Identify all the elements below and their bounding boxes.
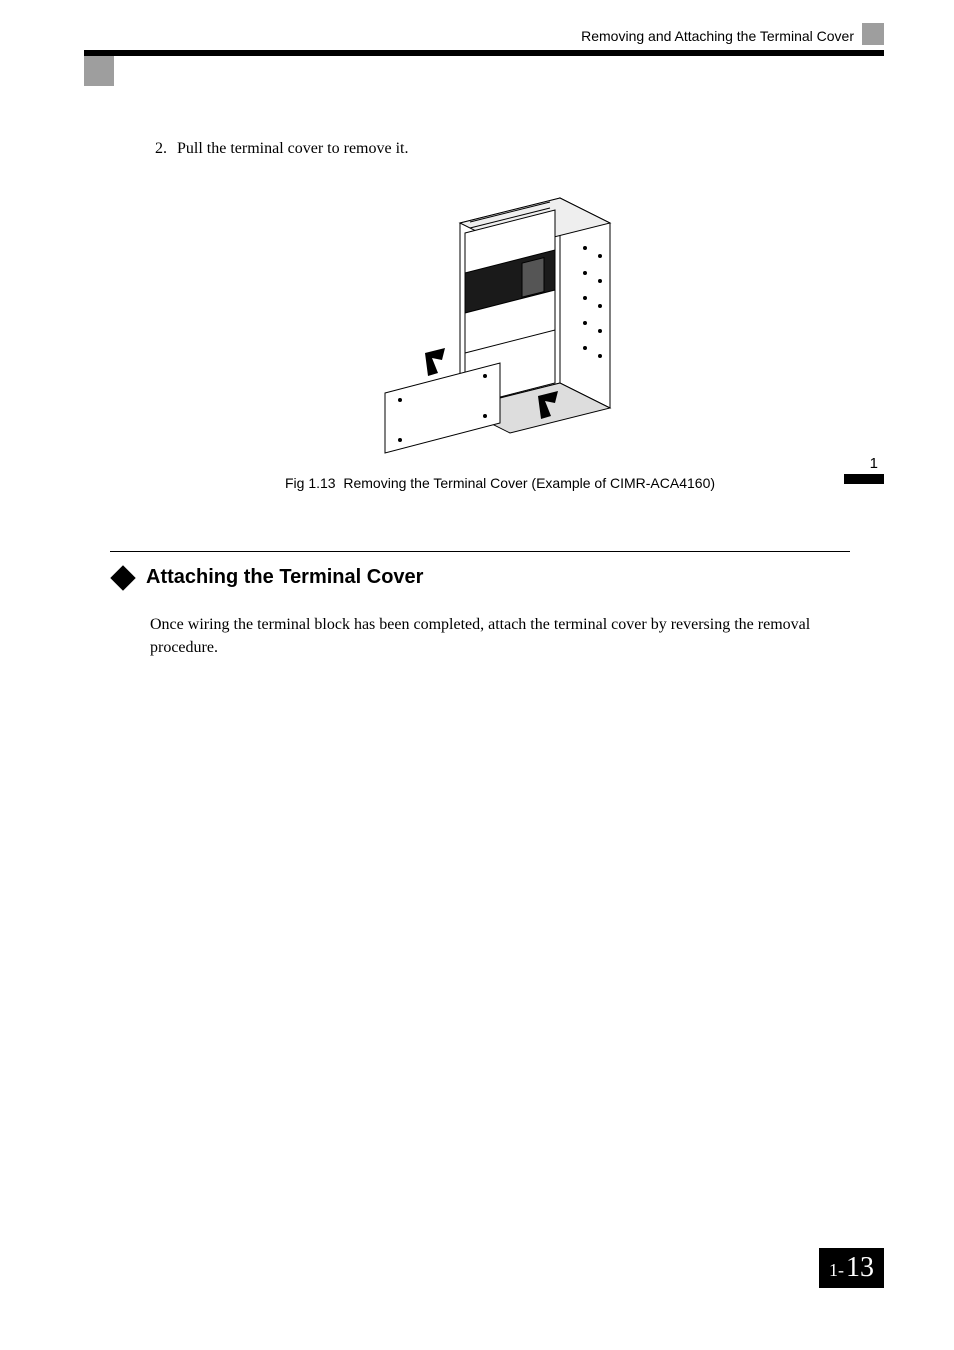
step-number: 2. bbox=[155, 140, 173, 158]
page-number: 1- 13 bbox=[819, 1248, 884, 1288]
figure-caption-prefix: Fig 1.13 bbox=[285, 475, 336, 491]
chapter-tab-bar bbox=[844, 474, 884, 484]
section-rule bbox=[110, 551, 850, 552]
section-heading: Attaching the Terminal Cover bbox=[110, 566, 850, 589]
step-item: 2. Pull the terminal cover to remove it. bbox=[155, 140, 850, 158]
figure-caption-text: Removing the Terminal Cover (Example of … bbox=[343, 475, 715, 491]
page-number-prefix: 1- bbox=[829, 1260, 844, 1281]
terminal-cover-illustration bbox=[350, 178, 650, 458]
content-area: 2. Pull the terminal cover to remove it. bbox=[150, 140, 850, 659]
chapter-tab-number: 1 bbox=[870, 455, 878, 472]
header-rule bbox=[84, 50, 884, 56]
running-header: Removing and Attaching the Terminal Cove… bbox=[581, 28, 854, 44]
page-number-value: 13 bbox=[846, 1252, 874, 1284]
diamond-bullet-icon bbox=[110, 565, 135, 590]
header-corner-square bbox=[862, 23, 884, 45]
header-left-square bbox=[84, 56, 114, 86]
section-body: Once wiring the terminal block has been … bbox=[150, 613, 850, 659]
section-title: Attaching the Terminal Cover bbox=[146, 566, 423, 589]
step-text: Pull the terminal cover to remove it. bbox=[177, 140, 409, 157]
figure: Fig 1.13 Removing the Terminal Cover (Ex… bbox=[150, 178, 850, 491]
figure-caption: Fig 1.13 Removing the Terminal Cover (Ex… bbox=[150, 475, 850, 491]
